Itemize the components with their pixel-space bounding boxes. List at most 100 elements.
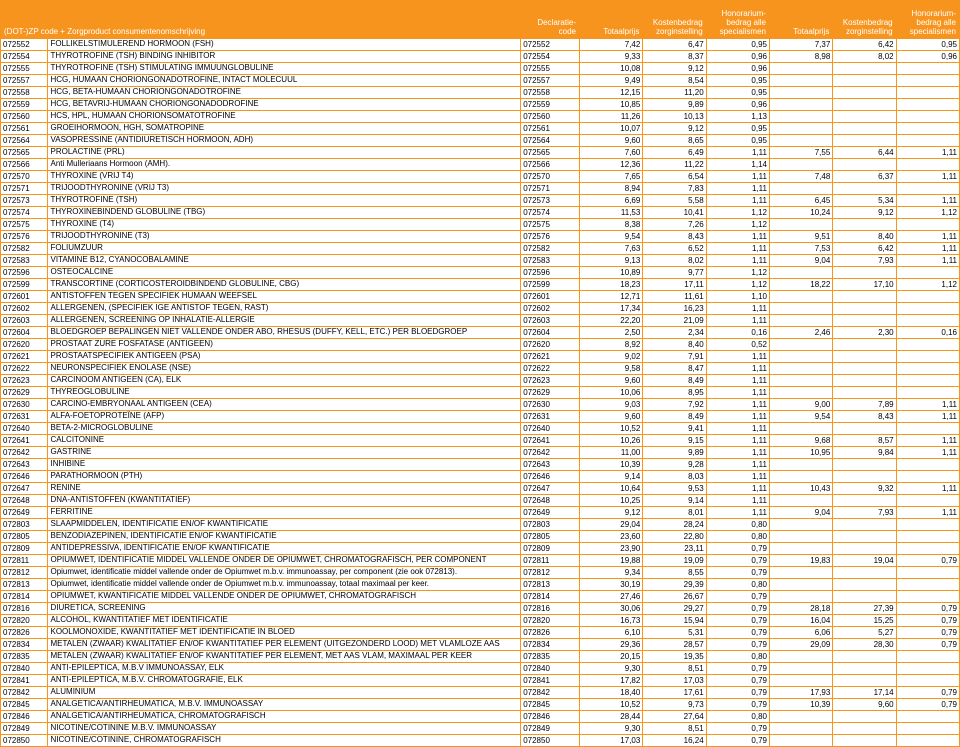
amount: 8,03: [643, 471, 706, 483]
amount: 9,60: [580, 375, 643, 387]
amount: [769, 591, 832, 603]
decl-code: 072555: [521, 63, 580, 75]
amount: [833, 291, 896, 303]
amount: 0,95: [706, 123, 769, 135]
decl-code: 072816: [521, 603, 580, 615]
decl-code: 072842: [521, 687, 580, 699]
zp-code: 072559: [1, 99, 48, 111]
description: THYROTROFINE (TSH) BINDING INHIBITOR: [48, 51, 521, 63]
decl-code: 072599: [521, 279, 580, 291]
description: THYROTROFINE (TSH): [48, 195, 521, 207]
decl-code: 072840: [521, 663, 580, 675]
amount: 0,79: [896, 699, 959, 711]
amount: 7,92: [643, 399, 706, 411]
amount: 0,79: [706, 567, 769, 579]
amount: [833, 135, 896, 147]
amount: 6,47: [643, 39, 706, 51]
table-row: 072803SLAAPMIDDELEN, IDENTIFICATIE EN/OF…: [1, 519, 960, 531]
amount: [769, 183, 832, 195]
description: NICOTINE/COTININE M.B.V. IMMUNOASSAY: [48, 723, 521, 735]
amount: 6,44: [833, 147, 896, 159]
amount: 0,96: [706, 51, 769, 63]
zp-code: 072596: [1, 267, 48, 279]
zp-code: 072621: [1, 351, 48, 363]
amount: [833, 387, 896, 399]
amount: 11,22: [643, 159, 706, 171]
amount: 9,00: [769, 399, 832, 411]
amount: 0,79: [706, 663, 769, 675]
decl-code: 072846: [521, 711, 580, 723]
amount: [833, 423, 896, 435]
amount: 17,14: [833, 687, 896, 699]
amount: 9,12: [643, 63, 706, 75]
amount: [833, 75, 896, 87]
amount: [769, 159, 832, 171]
zp-code: 072622: [1, 363, 48, 375]
zp-code: 072604: [1, 327, 48, 339]
amount: 1,11: [706, 387, 769, 399]
zp-code: 072834: [1, 639, 48, 651]
amount: [896, 543, 959, 555]
description: TRANSCORTINE (CORTICOSTEROIDBINDEND GLOB…: [48, 279, 521, 291]
zp-code: 072803: [1, 519, 48, 531]
decl-code: 072573: [521, 195, 580, 207]
amount: 16,73: [580, 615, 643, 627]
amount: 15,25: [833, 615, 896, 627]
amount: [769, 99, 832, 111]
amount: 26,67: [643, 591, 706, 603]
amount: 5,34: [833, 195, 896, 207]
description: TRIJOODTHYRONINE (VRIJ T3): [48, 183, 521, 195]
table-row: 072641CALCITONINE07264110,269,151,119,68…: [1, 435, 960, 447]
zp-code: 072582: [1, 243, 48, 255]
amount: 17,34: [580, 303, 643, 315]
description: VASOPRESSINE (ANTIDIURETISCH HORMOON, AD…: [48, 135, 521, 147]
description: FOLLIKELSTIMULEREND HORMOON (FSH): [48, 39, 521, 51]
col-kosten1: Kostenbedrag zorginstelling: [643, 1, 706, 39]
col-honorarium2: Honorarium-bedrag alle specialismen: [896, 1, 959, 39]
amount: 1,11: [896, 231, 959, 243]
amount: [896, 267, 959, 279]
zp-code: 072809: [1, 543, 48, 555]
amount: 9,53: [643, 483, 706, 495]
amount: 6,42: [833, 39, 896, 51]
amount: 8,65: [643, 135, 706, 147]
description: ALCOHOL, KWANTITATIEF MET IDENTIFICATIE: [48, 615, 521, 627]
amount: 7,83: [643, 183, 706, 195]
amount: 9,54: [580, 231, 643, 243]
description: THYREOGLOBULINE: [48, 387, 521, 399]
amount: 1,11: [896, 507, 959, 519]
description: PARATHORMOON (PTH): [48, 471, 521, 483]
amount: [896, 711, 959, 723]
amount: [833, 159, 896, 171]
decl-code: 072582: [521, 243, 580, 255]
amount: [896, 75, 959, 87]
amount: [769, 111, 832, 123]
decl-code: 072623: [521, 375, 580, 387]
table-row: 072603ALLERGENEN, SCREENING OP INHALATIE…: [1, 315, 960, 327]
table-row: 072622NEURONSPECIFIEK ENOLASE (NSE)07262…: [1, 363, 960, 375]
amount: 6,42: [833, 243, 896, 255]
amount: 0,79: [896, 639, 959, 651]
decl-code: 072557: [521, 75, 580, 87]
description: HCG, HUMAAN CHORIONGONADOTROFINE, INTACT…: [48, 75, 521, 87]
amount: [769, 339, 832, 351]
amount: 7,91: [643, 351, 706, 363]
amount: 0,79: [706, 615, 769, 627]
decl-code: 072552: [521, 39, 580, 51]
amount: 0,80: [706, 519, 769, 531]
amount: 29,36: [580, 639, 643, 651]
amount: 29,39: [643, 579, 706, 591]
amount: 0,80: [706, 531, 769, 543]
amount: 10,08: [580, 63, 643, 75]
description: KOOLMONOXIDE, KWANTITATIEF MET IDENTIFIC…: [48, 627, 521, 639]
decl-code: 072622: [521, 363, 580, 375]
amount: 1,11: [706, 399, 769, 411]
description: ANTI-EPILEPTICA, M.B.V. CHROMATOGRAFIE, …: [48, 675, 521, 687]
table-row: 072573THYROTROFINE (TSH)0725736,695,581,…: [1, 195, 960, 207]
decl-code: 072813: [521, 579, 580, 591]
zp-code: 072564: [1, 135, 48, 147]
description: NICOTINE/COTININE, CHROMATOGRAFISCH: [48, 735, 521, 747]
amount: 17,11: [643, 279, 706, 291]
amount: 1,11: [896, 243, 959, 255]
amount: 0,79: [706, 723, 769, 735]
